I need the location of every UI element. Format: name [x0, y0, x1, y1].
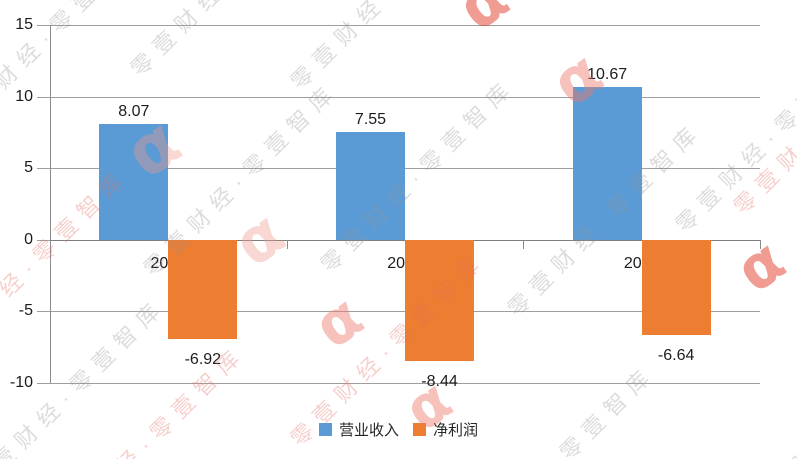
bar-value-label: -6.92	[184, 350, 222, 368]
bar-net-profit	[641, 239, 711, 335]
legend-item: 净利润	[413, 419, 478, 440]
x-axis-tick	[523, 239, 525, 249]
y-axis-tick-label: -5	[18, 302, 33, 320]
grid-line	[37, 383, 760, 384]
x-axis-tick	[50, 239, 51, 249]
grid-line	[37, 311, 760, 313]
x-axis-tick	[760, 239, 761, 249]
bar-net-profit	[405, 239, 474, 361]
legend-item: 营业收入	[318, 419, 399, 440]
bar-revenue	[99, 124, 169, 240]
bar-value-label: -8.44	[421, 372, 458, 390]
x-axis-tick	[286, 239, 288, 249]
y-axis-tick-label: 15	[15, 16, 33, 33]
bar-value-label: 7.55	[354, 110, 387, 128]
legend-swatch	[318, 423, 332, 436]
y-axis-tick-label: 10	[15, 87, 33, 105]
legend-label: 营业收入	[338, 422, 399, 439]
bar-value-label: 8.07	[118, 103, 150, 121]
y-axis-tick-label: 5	[24, 159, 33, 177]
bar-value-label: 10.67	[587, 66, 628, 83]
y-axis-tick-label: -10	[9, 374, 33, 391]
y-axis-line	[50, 25, 51, 383]
grid-line	[37, 96, 760, 98]
grid-line	[37, 25, 760, 26]
bar-revenue	[336, 131, 405, 240]
legend: 营业收入 净利润	[0, 419, 797, 440]
y-axis-tick-label: 0	[24, 230, 33, 248]
bar-net-profit	[168, 239, 238, 339]
bar-value-label: -6.64	[657, 346, 695, 364]
bar-revenue	[572, 87, 642, 240]
legend-swatch	[413, 423, 426, 436]
legend-label: 净利润	[433, 422, 479, 439]
